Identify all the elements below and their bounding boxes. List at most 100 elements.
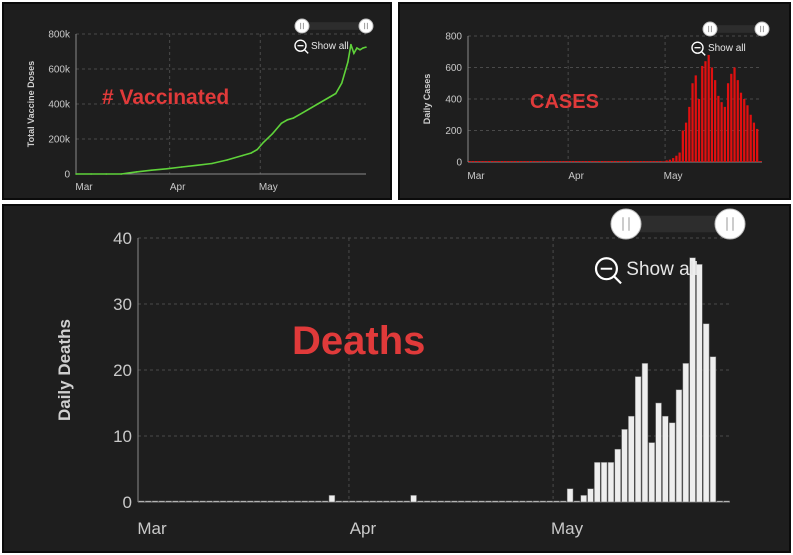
- series-line: [76, 44, 367, 175]
- y-axis-title: Daily Deaths: [55, 319, 74, 421]
- y-tick-label: 200: [445, 126, 462, 137]
- bar: [484, 161, 487, 162]
- x-tick-label: Mar: [467, 171, 485, 182]
- bar: [655, 402, 662, 503]
- zoom-out-icon: [594, 257, 618, 281]
- y-tick-label: 20: [113, 361, 132, 380]
- bar: [621, 429, 628, 503]
- range-slider-start-handle[interactable]: [610, 208, 642, 240]
- bar: [437, 500, 444, 503]
- bar: [145, 500, 152, 503]
- bar: [746, 105, 749, 162]
- bar: [403, 500, 410, 503]
- bar: [294, 500, 302, 503]
- show-all-button[interactable]: Show all: [294, 39, 349, 54]
- bar: [655, 161, 659, 162]
- bar: [604, 161, 607, 162]
- bar: [633, 161, 636, 162]
- bar: [636, 161, 639, 162]
- bar: [614, 448, 621, 503]
- y-tick-label: 10: [113, 427, 132, 446]
- bar: [199, 500, 206, 503]
- data-point: [150, 169, 153, 171]
- bar: [573, 500, 581, 503]
- bar: [185, 500, 193, 503]
- bar: [349, 500, 356, 503]
- bar: [396, 500, 404, 503]
- data-point: [105, 173, 108, 175]
- data-point: [271, 132, 274, 135]
- data-point: [75, 173, 77, 175]
- handle-knob[interactable]: [714, 208, 746, 240]
- bar: [151, 500, 159, 503]
- bar: [260, 500, 268, 503]
- data-point: [362, 47, 364, 49]
- bar: [723, 500, 730, 503]
- bar: [526, 500, 533, 503]
- bar: [723, 106, 726, 162]
- handle-knob[interactable]: [702, 21, 718, 37]
- range-slider-track[interactable]: [302, 22, 366, 30]
- bar: [571, 161, 575, 162]
- range-slider-end-handle[interactable]: [358, 18, 374, 34]
- data-point: [165, 167, 168, 170]
- bar: [500, 161, 504, 162]
- bar: [478, 161, 481, 162]
- range-slider-track[interactable]: [710, 25, 762, 33]
- bar: [691, 83, 694, 162]
- bar: [553, 500, 560, 503]
- overlay-label: CASES: [530, 91, 599, 113]
- y-axis-title: Daily Cases: [422, 74, 432, 125]
- data-point: [292, 117, 295, 119]
- range-slider-track[interactable]: [626, 215, 730, 233]
- bar: [301, 500, 308, 503]
- bar: [233, 500, 240, 503]
- bar: [617, 161, 620, 162]
- handle-knob[interactable]: [754, 21, 770, 37]
- range-slider-start-handle[interactable]: [294, 18, 310, 34]
- bar: [206, 500, 213, 503]
- handle-knob[interactable]: [358, 18, 374, 34]
- bar: [390, 500, 397, 503]
- overlay-label: Deaths: [292, 319, 425, 363]
- bar: [417, 500, 424, 503]
- y-tick-label: 400: [445, 95, 462, 106]
- y-tick-label: 400k: [48, 100, 71, 111]
- cases-chart-panel: 0 200 400 600 800 Mar Apr May Daily Cases CASES Sh…: [398, 2, 791, 200]
- data-point: [286, 118, 289, 121]
- range-slider-end-handle[interactable]: [754, 21, 770, 37]
- data-point: [280, 122, 283, 125]
- show-all-button[interactable]: Show all: [691, 41, 746, 56]
- bar: [505, 500, 513, 503]
- bar: [628, 415, 635, 503]
- data-point: [328, 96, 331, 98]
- bar: [607, 462, 615, 503]
- data-point: [211, 162, 213, 165]
- bar: [613, 161, 617, 162]
- show-all-button[interactable]: Show all: [594, 257, 698, 285]
- handle-knob[interactable]: [294, 18, 310, 34]
- bar: [458, 500, 465, 503]
- bar: [510, 161, 513, 162]
- range-slider-start-handle[interactable]: [702, 21, 718, 37]
- bar: [587, 488, 594, 503]
- bar: [709, 356, 717, 503]
- bar: [641, 363, 649, 503]
- data-point: [341, 82, 343, 84]
- data-point: [353, 52, 355, 55]
- bar: [192, 500, 199, 503]
- show-all-label: Show all: [708, 43, 746, 54]
- x-tick-label: Mar: [75, 182, 93, 193]
- handle-knob[interactable]: [610, 208, 642, 240]
- bar: [485, 500, 492, 503]
- bar: [376, 500, 383, 503]
- vaccinated-chart-panel: 0 200k 400k 600k 800k Mar Apr May Total Vaccine …: [2, 2, 392, 200]
- bar: [546, 161, 549, 162]
- y-tick-label: 0: [123, 493, 132, 512]
- bar: [594, 161, 597, 162]
- data-point: [365, 46, 367, 48]
- bar: [703, 323, 710, 503]
- bar: [696, 264, 703, 503]
- data-point: [359, 48, 361, 51]
- range-slider-end-handle[interactable]: [714, 208, 746, 240]
